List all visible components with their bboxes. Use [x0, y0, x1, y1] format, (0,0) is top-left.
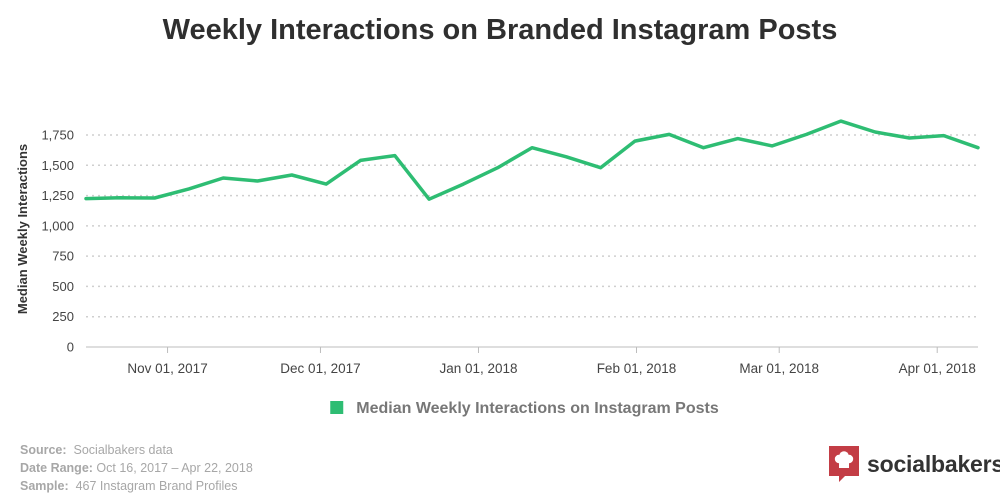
y-tick-label: 0	[67, 340, 74, 355]
sample-line: Sample: 467 Instagram Brand Profiles	[20, 477, 253, 495]
date-range-value: Oct 16, 2017 – Apr 22, 2018	[96, 461, 253, 475]
y-tick-label: 500	[52, 279, 74, 294]
y-axis-label: Median Weekly Interactions	[15, 144, 30, 314]
chart-footer: Source: Socialbakers data Date Range: Oc…	[20, 441, 253, 495]
x-tick-label: Jan 01, 2018	[439, 361, 517, 376]
x-tick-label: Feb 01, 2018	[597, 361, 677, 376]
y-tick-label: 1,000	[41, 218, 74, 233]
x-tick-label: Apr 01, 2018	[899, 361, 976, 376]
series-line	[84, 119, 980, 201]
date-range-label: Date Range:	[20, 461, 93, 475]
x-tick-label: Dec 01, 2017	[280, 361, 360, 376]
x-tick-label: Mar 01, 2018	[739, 361, 819, 376]
sample-value: 467 Instagram Brand Profiles	[75, 479, 238, 493]
y-tick-label: 750	[52, 249, 74, 264]
sample-label: Sample:	[20, 479, 69, 493]
source-label: Source:	[20, 443, 67, 457]
y-tick-label: 1,500	[41, 158, 74, 173]
brand-name: socialbakers	[867, 450, 1000, 477]
date-range-line: Date Range: Oct 16, 2017 – Apr 22, 2018	[20, 459, 253, 477]
source-value: Socialbakers data	[73, 443, 173, 457]
brand-logo: socialbakers	[829, 446, 1000, 482]
legend-label: Median Weekly Interactions on Instagram …	[356, 400, 719, 417]
chart-title: Weekly Interactions on Branded Instagram…	[162, 14, 838, 46]
y-tick-label: 250	[52, 309, 74, 324]
y-tick-label: 1,250	[41, 188, 74, 203]
x-tick-label: Nov 01, 2017	[127, 361, 207, 376]
y-tick-label: 1,750	[41, 128, 74, 143]
legend-swatch	[330, 401, 344, 414]
line-chart: 0 250 500 750 1,000 1,250 1,500 1,750 Nov 01, 20…	[15, 119, 980, 417]
source-line: Source: Socialbakers data	[20, 441, 253, 459]
chef-hat-icon	[829, 446, 859, 482]
